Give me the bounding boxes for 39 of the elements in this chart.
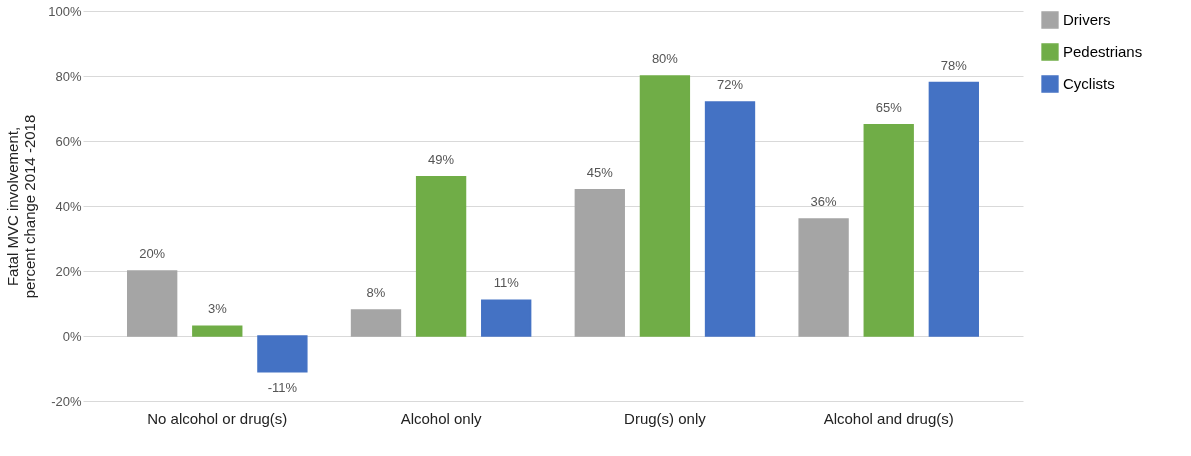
bar: [928, 81, 979, 337]
data-label: 65%: [875, 99, 903, 115]
y-tick-label: 80%: [55, 68, 82, 84]
y-tick-label: 0%: [62, 328, 82, 344]
data-label: 49%: [428, 151, 455, 167]
x-tick-label: Alcohol only: [400, 409, 483, 427]
bar: [257, 335, 308, 373]
x-tick-label: Alcohol and drug(s): [823, 409, 954, 427]
legend-label: Pedestrians: [1063, 43, 1143, 60]
bar: [798, 218, 849, 337]
y-axis-title: Fatal MVC involvement, percent change 2014 -2018: [4, 114, 39, 299]
x-tick-label: No alcohol or drug(s): [147, 409, 288, 427]
bar: [350, 309, 402, 337]
bar: [415, 176, 467, 337]
y-tick-label: 100%: [48, 3, 82, 19]
data-label: 8%: [366, 285, 386, 300]
y-tick-label: 20%: [55, 263, 82, 279]
data-label: 11%: [493, 275, 520, 291]
y-tick-label: 60%: [55, 133, 82, 149]
data-label: 36%: [810, 194, 838, 209]
data-label: 80%: [651, 51, 679, 66]
data-label: 20%: [139, 246, 166, 261]
bar: [574, 189, 625, 337]
bar: [639, 75, 691, 337]
bar: [704, 101, 756, 337]
data-label: 72%: [717, 77, 744, 92]
data-label: 45%: [586, 164, 614, 180]
bar: [863, 124, 914, 337]
bar: [481, 299, 532, 337]
y-tick-label: -20%: [51, 393, 82, 409]
bar: [127, 270, 178, 337]
bar: [192, 325, 243, 337]
data-label: 3%: [207, 301, 228, 317]
data-label: -11%: [267, 379, 298, 395]
legend-label: Cyclists: [1063, 75, 1115, 92]
data-label: 78%: [940, 57, 968, 73]
y-tick-label: 40%: [55, 198, 82, 214]
legend-label: Drivers: [1063, 11, 1111, 28]
x-tick-label: Drug(s) only: [624, 409, 707, 427]
